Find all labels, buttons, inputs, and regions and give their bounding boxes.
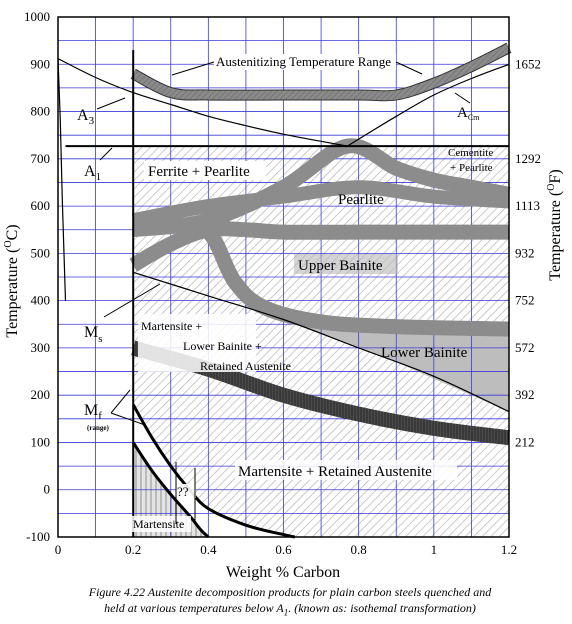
mart-ret-aust-bg xyxy=(235,460,457,480)
annotations: Austenitizing Temperature Range A3 A1 AC… xyxy=(77,54,480,432)
martensite-mix-bg xyxy=(138,314,256,372)
curve-ms xyxy=(133,271,510,413)
y2-axis-label: Temperature (OF) xyxy=(546,169,564,280)
x-tick-label: 1.2 xyxy=(501,542,517,557)
bainite-band-2 xyxy=(132,212,510,337)
x-tick-label: 0.2 xyxy=(125,542,141,557)
caption-line-1: Figure 4.22 Austenite decomposition prod… xyxy=(88,585,492,599)
label-a1: A1 xyxy=(84,163,101,183)
label-plus-pearlite: + Pearlite xyxy=(450,162,493,174)
y-tick-label: 400 xyxy=(31,293,51,308)
y2-tick-label: 932 xyxy=(515,245,535,260)
pearlite-band-1 xyxy=(132,138,511,238)
curve-a3-lower xyxy=(57,58,67,301)
arrow-ms xyxy=(103,283,161,318)
transformation-bands xyxy=(129,42,512,446)
phase-curves xyxy=(57,50,510,539)
austenitizing-band xyxy=(131,43,512,101)
figure-caption: Figure 4.22 Austenite decomposition prod… xyxy=(30,584,550,620)
x-tick-label: 0.6 xyxy=(275,542,292,557)
label-question: ?? xyxy=(177,484,189,499)
y-axis-label: Temperature (OC) xyxy=(3,224,21,337)
qq-bg xyxy=(176,484,196,498)
x-tick-label: 0 xyxy=(55,542,62,557)
x-tick-label: 1 xyxy=(431,542,438,557)
x-axis-label: Weight % Carbon xyxy=(226,564,340,581)
y2-tick-label: 752 xyxy=(515,293,535,308)
y2-tick-label: 1652 xyxy=(515,56,541,71)
arrow-austenitizing-right xyxy=(395,61,423,75)
x-tick-label: 0.4 xyxy=(200,542,217,557)
arrow-mf-2 xyxy=(110,389,131,414)
y-tick-label: 200 xyxy=(31,387,51,402)
arrow-mf xyxy=(110,412,146,426)
arrow-a1 xyxy=(99,147,113,161)
austenitizing-label-bg xyxy=(214,54,396,70)
label-mf: Mf xyxy=(84,402,102,422)
arrow-austenitizing-left xyxy=(171,61,215,76)
label-pearlite: Pearlite xyxy=(338,192,384,208)
axis-ticks: 0 0.2 0.4 0.6 0.8 1 1.2 -100 0 100 200 300 400 500 600… xyxy=(24,9,541,557)
y-tick-label: 300 xyxy=(31,340,51,355)
y2-tick-label: 212 xyxy=(515,434,535,449)
label-acm: ACm xyxy=(457,105,480,122)
y-tick-label: 0 xyxy=(44,482,51,497)
label-lower-bainite: Lower Bainite xyxy=(381,345,468,361)
pearlite-band-2 xyxy=(131,180,510,228)
y-tick-label: 500 xyxy=(31,245,51,260)
plot-border xyxy=(57,16,510,538)
curve-mf-lower xyxy=(131,441,210,539)
y-tick-label: 1000 xyxy=(24,9,50,24)
label-ms: Ms xyxy=(84,324,103,345)
y2-tick-label: 1113 xyxy=(515,198,540,213)
curve-a3 xyxy=(57,58,348,147)
upper-bainite-bg xyxy=(294,254,398,274)
y-tick-label: 900 xyxy=(31,56,51,71)
phase-diagram-chart: 0 0.2 0.4 0.6 0.8 1 1.2 -100 0 100 200 300 400 500 600… xyxy=(3,9,564,581)
curve-mf xyxy=(131,403,296,539)
label-austenitizing-range: Austenitizing Temperature Range xyxy=(216,54,391,69)
label-ferrite-pearlite: Ferrite + Pearlite xyxy=(148,164,250,180)
arrow-a3 xyxy=(96,97,126,110)
y2-tick-label: 572 xyxy=(515,340,535,355)
label-cementite: Cementite xyxy=(448,147,493,159)
ferrite-pearlite-bg xyxy=(144,161,266,180)
x-tick-label: 0.8 xyxy=(351,542,367,557)
label-martensite: Martensite xyxy=(133,517,184,531)
label-retained-austenite: Retained Austenite xyxy=(200,359,291,373)
annotation-arrows xyxy=(96,61,471,524)
y-tick-label: 700 xyxy=(31,151,51,166)
y2-tick-label: 1292 xyxy=(515,151,541,166)
label-martensite-retained-austenite: Martensite + Retained Austenite xyxy=(238,464,432,480)
label-a3: A3 xyxy=(77,107,95,127)
y-tick-label: 100 xyxy=(31,434,51,449)
bainite-band-1 xyxy=(129,221,509,272)
label-mf-range: (range) xyxy=(87,424,109,432)
arrow-acm xyxy=(454,92,471,104)
region-labels: Ferrite + Pearlite Pearlite Upper Bainit… xyxy=(131,147,493,532)
curve-acm xyxy=(347,63,510,147)
label-upper-bainite: Upper Bainite xyxy=(298,258,383,274)
y2-tick-label: 392 xyxy=(515,387,535,402)
plot-frame xyxy=(57,16,510,538)
label-martensite-plus: Martensite + xyxy=(141,319,202,333)
martensite-gap-region xyxy=(133,404,295,537)
caption-line-2: held at various temperatures below A1. (… xyxy=(104,601,476,618)
y-tick-label: -100 xyxy=(26,529,50,544)
y-tick-label: 800 xyxy=(31,104,51,119)
label-lower-bainite-plus: Lower Bainite + xyxy=(183,339,262,353)
y-tick-label: 600 xyxy=(31,198,51,213)
